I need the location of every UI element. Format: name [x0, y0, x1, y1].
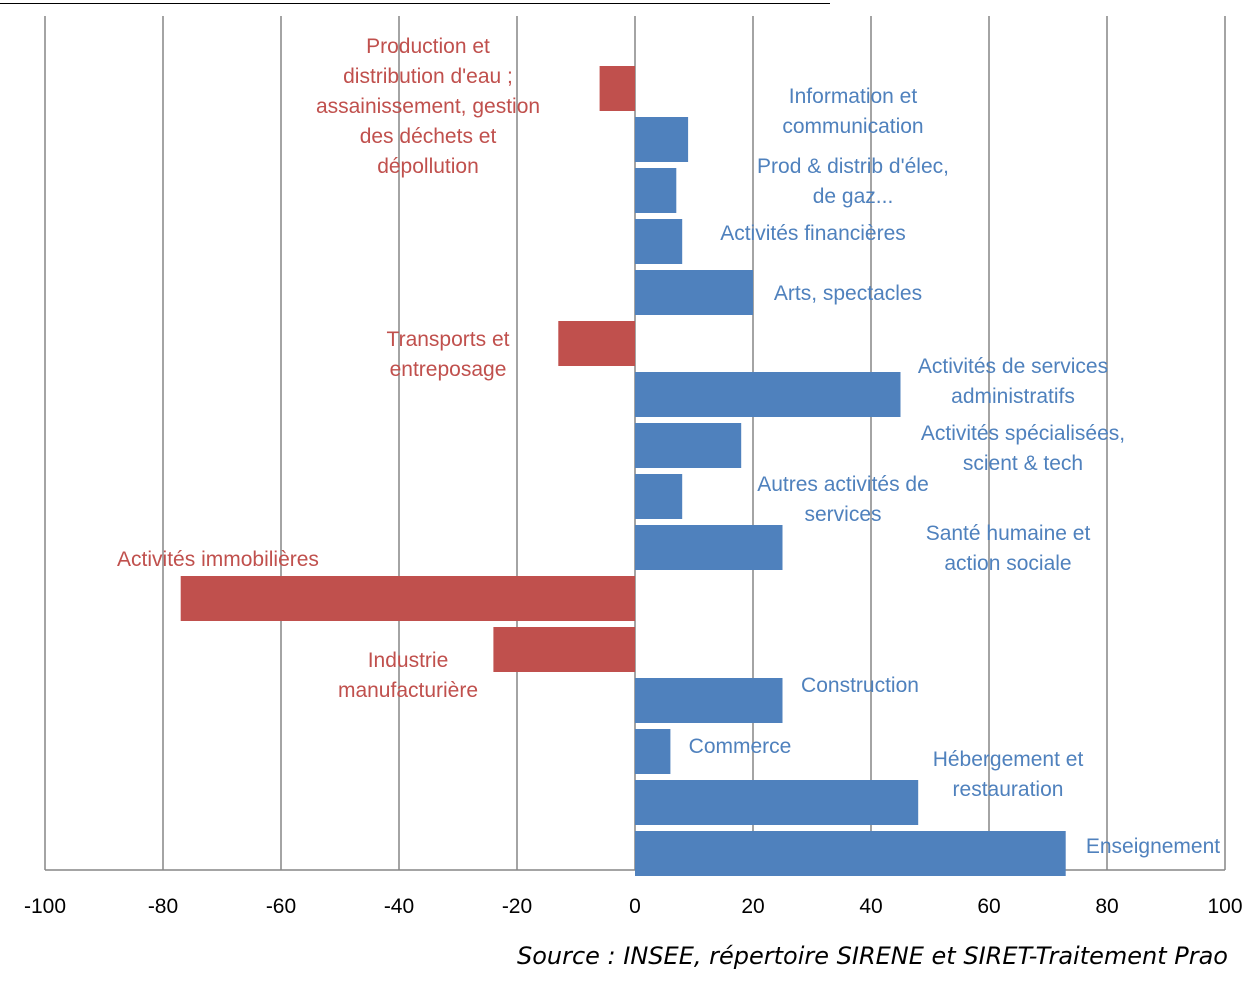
bar-label: Construction	[801, 674, 919, 697]
x-tick-label: 0	[629, 895, 641, 918]
bar	[635, 270, 753, 315]
bar	[635, 729, 671, 774]
bar-label-line: Santé humaine et	[926, 522, 1091, 545]
bar	[493, 627, 635, 672]
bar	[599, 66, 635, 111]
bars	[180, 66, 1066, 876]
bar-label-line: Autres activités de	[757, 473, 929, 496]
bar-label-line: scient & tech	[963, 452, 1083, 475]
bar-label-line: assainissement, gestion	[316, 95, 540, 118]
bar-label-line: administratifs	[951, 385, 1075, 408]
bar-label: Autres activités de services	[757, 473, 929, 526]
bar-label: Hébergement et restauration	[933, 748, 1084, 801]
bar	[635, 780, 919, 825]
bar-label: Arts, spectacles	[774, 282, 922, 305]
x-tick-label: 80	[1095, 895, 1118, 918]
bar-label: Activités de services administratifs	[918, 355, 1108, 408]
bar-label: Activités spécialisées, scient & tech	[921, 422, 1125, 475]
top-rule	[0, 3, 830, 4]
x-tick-label: -20	[502, 895, 532, 918]
x-tick-label: -80	[148, 895, 178, 918]
bar	[635, 219, 683, 264]
bar-label-line: Commerce	[689, 735, 792, 758]
bar-label-line: Production et	[366, 35, 490, 58]
bar-label: Production et distribution d'eau ; assaini…	[316, 35, 540, 178]
bar-label-line: Information et	[789, 85, 918, 108]
bar-label-line: entreposage	[390, 358, 507, 381]
category-labels: Production et distribution d'eau ; assaini…	[117, 35, 1220, 858]
bar-label: Enseignement	[1086, 835, 1220, 858]
bar-label: Commerce	[689, 735, 792, 758]
x-tick-label: -60	[266, 895, 296, 918]
bar-label-line: Activités de services	[918, 355, 1108, 378]
bar-label-line: manufacturière	[338, 679, 478, 702]
bar-label-line: Transports et	[387, 328, 510, 351]
bar-label-line: services	[804, 503, 881, 526]
source-note: Source : INSEE, répertoire SIRENE et SIR…	[516, 942, 1228, 970]
bar-label: Santé humaine et action sociale	[926, 522, 1091, 575]
bar	[635, 474, 683, 519]
bar-label-line: action sociale	[944, 552, 1071, 575]
bar	[635, 831, 1066, 876]
bar	[635, 525, 783, 570]
bar-label: Activités financières	[720, 222, 906, 245]
bar	[635, 117, 689, 162]
bar-label: Transports et entreposage	[387, 328, 510, 381]
bar-label-line: communication	[782, 115, 923, 138]
bar	[558, 321, 635, 366]
x-tick-label: 100	[1207, 895, 1242, 918]
bar-label-line: dépollution	[377, 155, 479, 178]
bar	[635, 372, 901, 417]
bar-label: Industrie manufacturière	[338, 649, 478, 702]
bar	[635, 678, 783, 723]
bar-label-line: Industrie	[368, 649, 449, 672]
bar	[180, 576, 635, 621]
bar-label-line: des déchets et	[360, 125, 497, 148]
bar	[635, 168, 677, 213]
x-tick-label: 60	[977, 895, 1000, 918]
bar-label-line: Hébergement et	[933, 748, 1084, 771]
bar-label-line: Arts, spectacles	[774, 282, 922, 305]
bar-label-line: Construction	[801, 674, 919, 697]
bar-chart: Production et distribution d'eau ; assaini…	[24, 16, 1243, 918]
bar-label: Prod & distrib d'élec, de gaz...	[757, 155, 949, 208]
bar-label-line: Prod & distrib d'élec,	[757, 155, 949, 178]
bar-label-line: Activités financières	[720, 222, 906, 245]
bar	[635, 423, 742, 468]
x-tick-labels: -100 -80 -60 -40 -20 0 20 40 60 80 100	[24, 895, 1243, 918]
bar-label-line: de gaz...	[813, 185, 894, 208]
x-tick-label: -100	[24, 895, 66, 918]
x-tick-label: 20	[741, 895, 764, 918]
x-tick-label: -40	[384, 895, 414, 918]
bar-label-line: distribution d'eau ;	[343, 65, 513, 88]
bar-label-line: restauration	[953, 778, 1064, 801]
x-tick-label: 40	[859, 895, 882, 918]
bar-label-line: Enseignement	[1086, 835, 1220, 858]
bar-label-line: Activités spécialisées,	[921, 422, 1125, 445]
bar-label: Activités immobilières	[117, 548, 319, 571]
bar-label-line: Activités immobilières	[117, 548, 319, 571]
bar-label: Information et communication	[782, 85, 923, 138]
